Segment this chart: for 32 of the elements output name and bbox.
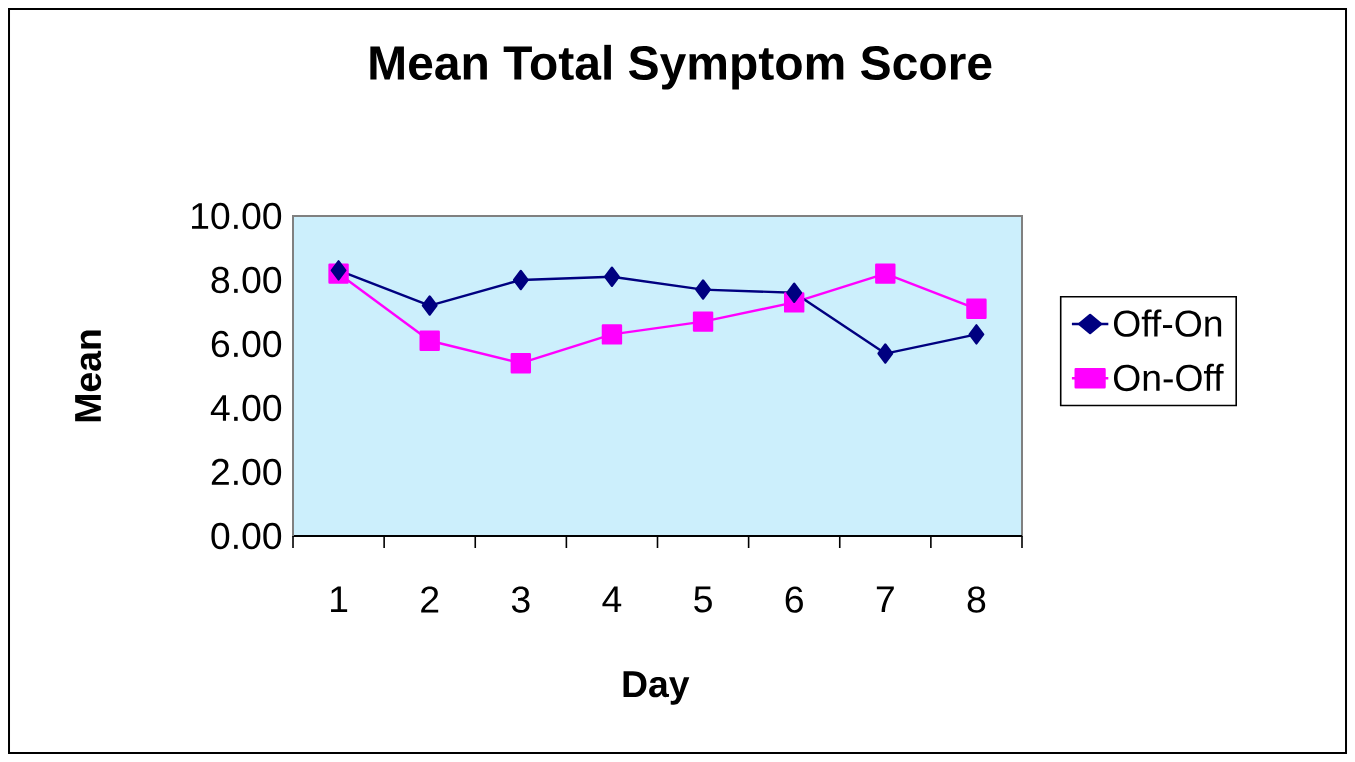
- x-tick-label: 8: [967, 586, 986, 613]
- x-tick-label: 1: [331, 586, 348, 613]
- y-axis-title: Mean: [75, 330, 102, 422]
- chart-title: Mean Total Symptom Score: [370, 44, 992, 90]
- x-axis-title: Day: [623, 671, 690, 705]
- point: [968, 324, 985, 345]
- legend-label: On-Off: [1113, 363, 1224, 392]
- y-tick-label: 0.00: [211, 522, 282, 550]
- x-tick-label: 7: [876, 586, 894, 613]
- y-tick-label: 8.00: [211, 266, 282, 294]
- point: [695, 279, 712, 300]
- x-tick-label: 6: [785, 586, 803, 613]
- point: [419, 330, 440, 351]
- point: [877, 343, 894, 364]
- point: [421, 295, 438, 316]
- x-tick-label: 4: [602, 586, 622, 613]
- point: [510, 352, 532, 374]
- point: [603, 266, 620, 287]
- point: [692, 311, 714, 332]
- x-tick-label: 5: [694, 586, 712, 613]
- point: [875, 263, 896, 284]
- y-tick-label: 10.00: [192, 202, 282, 230]
- point: [601, 324, 623, 345]
- point: [512, 269, 529, 291]
- point: [786, 282, 803, 303]
- legend-label: Off-On: [1113, 309, 1222, 337]
- y-tick-label: 6.00: [211, 330, 282, 358]
- y-tick-label: 4.00: [210, 394, 282, 422]
- x-tick-label: 2: [421, 586, 439, 613]
- point: [966, 298, 987, 319]
- x-tick-label: 3: [511, 586, 530, 613]
- y-tick-label: 2.00: [211, 458, 282, 486]
